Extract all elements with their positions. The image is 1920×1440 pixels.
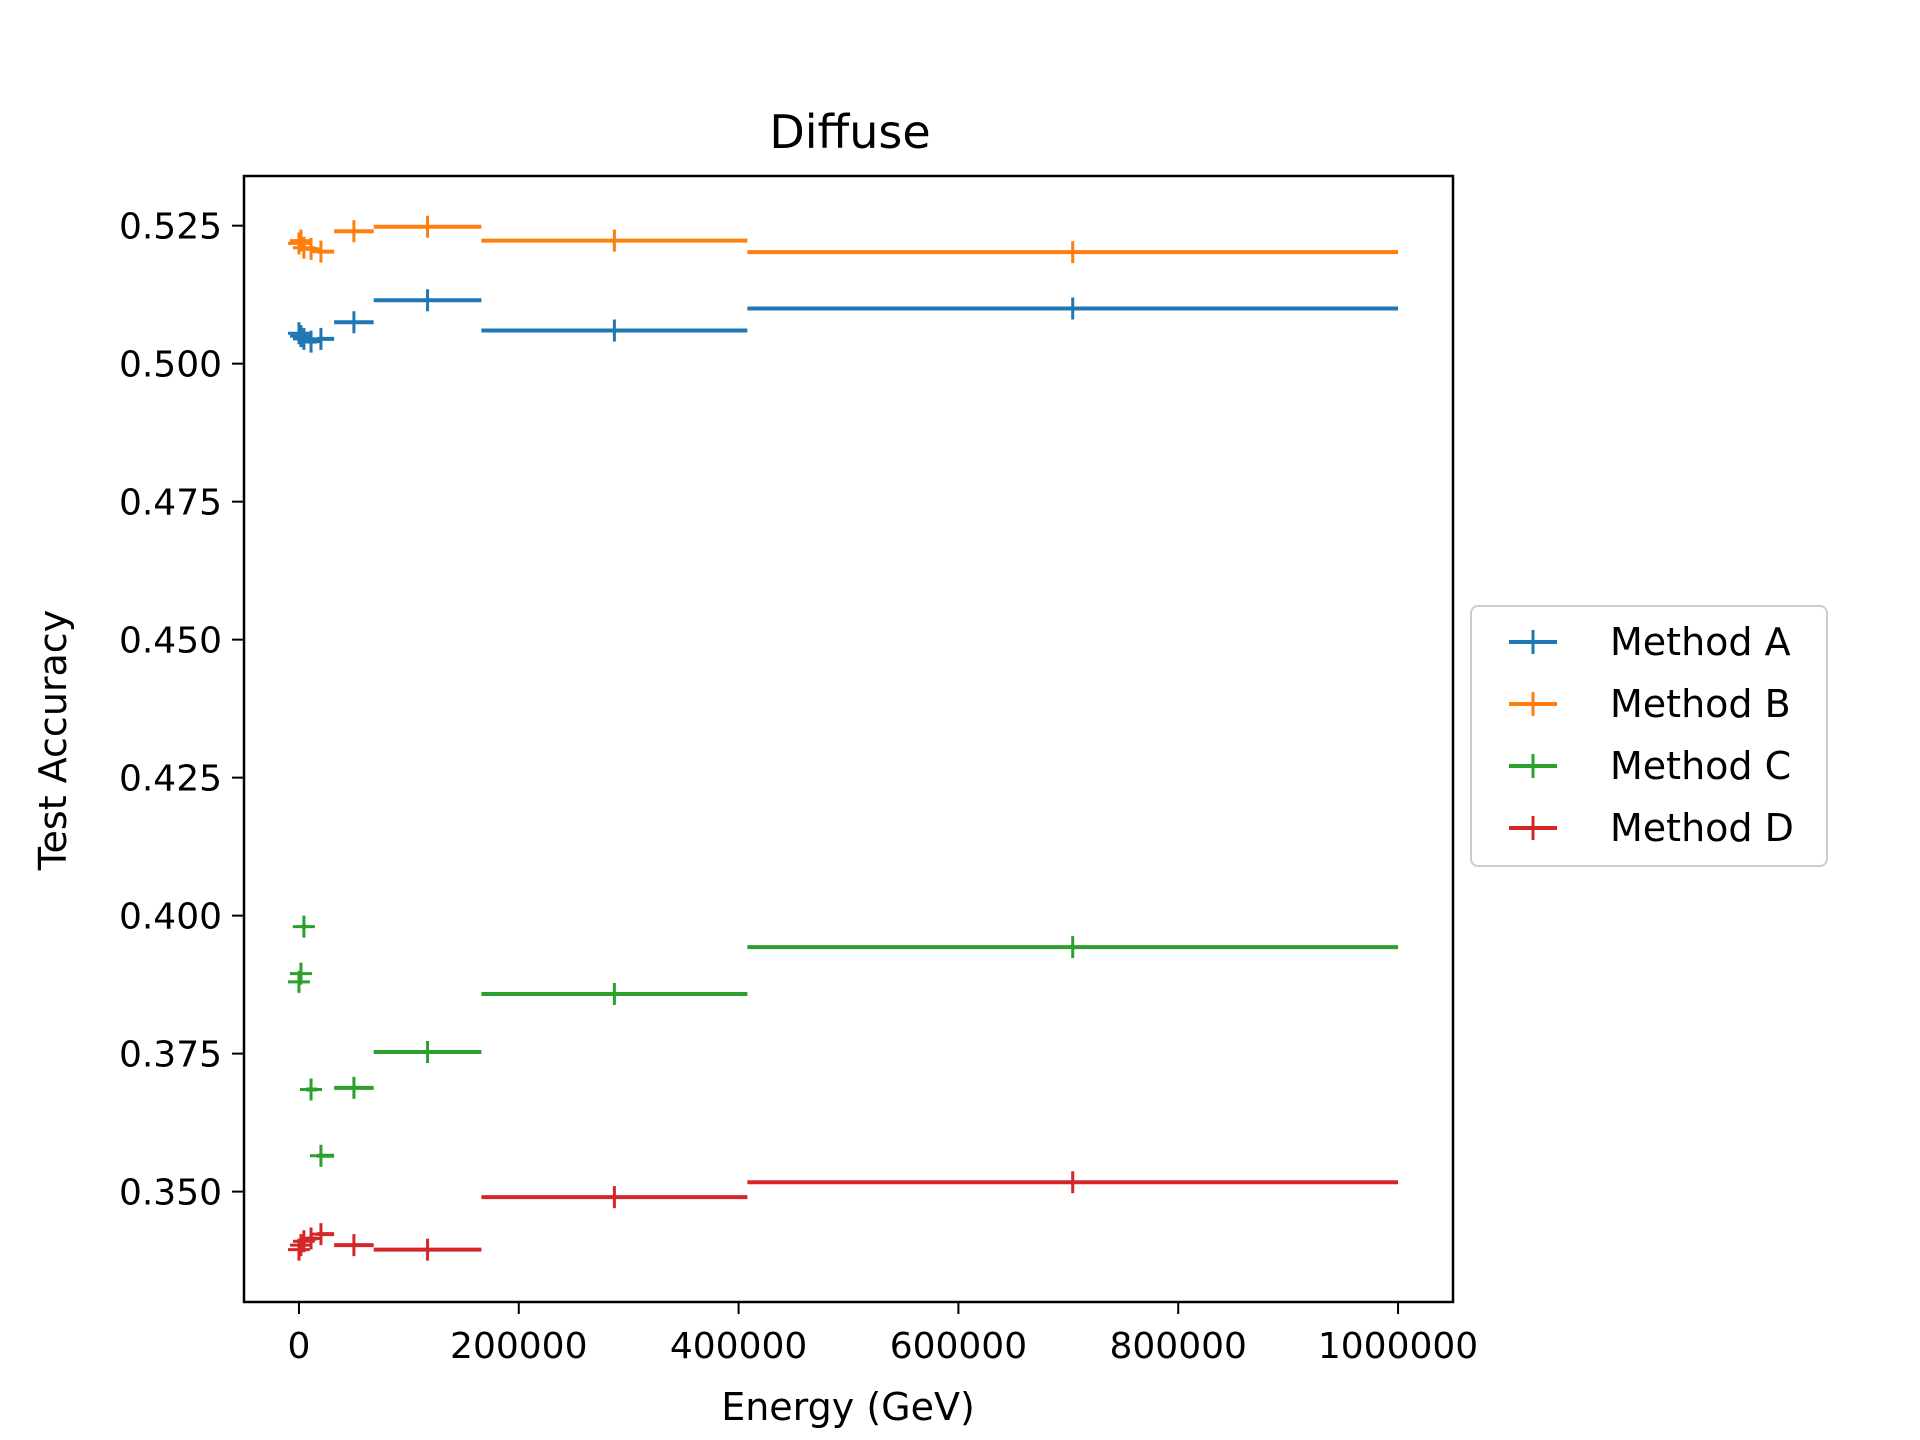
y-tick-label: 0.400 bbox=[119, 897, 222, 938]
data-point bbox=[287, 322, 310, 345]
legend-item: Method B bbox=[1509, 682, 1791, 726]
data-point bbox=[309, 1144, 332, 1167]
x-tick-label: 0 bbox=[288, 1326, 311, 1367]
data-point bbox=[289, 962, 312, 985]
series-method-b bbox=[287, 215, 1399, 264]
y-axis: 0.350 0.375 0.400 0.425 0.450 0.475 0.500 0.525 bbox=[119, 207, 244, 1214]
data-point bbox=[309, 1223, 332, 1246]
data-point bbox=[416, 215, 439, 238]
data-point bbox=[300, 1078, 323, 1101]
legend: Method A Method B Method C Method D bbox=[1470, 605, 1828, 867]
plot-frame bbox=[242, 174, 1455, 1304]
data-point bbox=[289, 325, 312, 348]
x-tick-label: 800000 bbox=[1110, 1326, 1247, 1367]
legend-item: Method A bbox=[1509, 620, 1791, 664]
x-tick-label: 600000 bbox=[890, 1326, 1027, 1367]
series-method-d bbox=[287, 1171, 1399, 1261]
data-point bbox=[300, 237, 323, 260]
data-point bbox=[1061, 297, 1084, 320]
x-axis: 0 200000 400000 600000 800000 1000000 bbox=[288, 1302, 1478, 1367]
y-tick-label: 0.525 bbox=[119, 207, 222, 248]
data-point bbox=[603, 983, 626, 1006]
data-point bbox=[300, 330, 323, 353]
y-tick-label: 0.450 bbox=[119, 621, 222, 662]
x-axis-label: Energy (GeV) bbox=[721, 1385, 975, 1429]
legend-box bbox=[1470, 605, 1828, 867]
legend-item: Method C bbox=[1509, 744, 1791, 788]
y-tick-label: 0.350 bbox=[119, 1173, 222, 1214]
legend-item: Method D bbox=[1509, 806, 1794, 850]
y-tick-label: 0.500 bbox=[119, 345, 222, 386]
legend-label: Method A bbox=[1610, 620, 1791, 664]
data-point bbox=[603, 1186, 626, 1209]
x-tick-label: 1000000 bbox=[1318, 1326, 1478, 1367]
legend-label: Method C bbox=[1610, 744, 1791, 788]
data-point bbox=[603, 229, 626, 252]
legend-label: Method B bbox=[1610, 682, 1791, 726]
data-point bbox=[416, 1040, 439, 1063]
y-tick-label: 0.375 bbox=[119, 1035, 222, 1076]
data-point bbox=[603, 319, 626, 342]
data-point bbox=[342, 1234, 365, 1257]
legend-label: Method D bbox=[1610, 806, 1794, 850]
data-point bbox=[309, 327, 332, 350]
data-point bbox=[1061, 1171, 1084, 1194]
y-tick-label: 0.475 bbox=[119, 483, 222, 524]
series-method-c bbox=[287, 915, 1399, 1167]
y-tick-label: 0.425 bbox=[119, 759, 222, 800]
data-point bbox=[287, 232, 310, 255]
data-point bbox=[342, 220, 365, 243]
data-point bbox=[309, 240, 332, 263]
data-point bbox=[300, 1227, 323, 1250]
data-point bbox=[342, 311, 365, 334]
plot-area bbox=[287, 215, 1399, 1261]
x-tick-label: 200000 bbox=[450, 1326, 587, 1367]
series-method-a bbox=[287, 289, 1399, 353]
data-point bbox=[292, 915, 315, 938]
data-point bbox=[416, 1238, 439, 1261]
data-point bbox=[416, 289, 439, 312]
x-tick-label: 400000 bbox=[670, 1326, 807, 1367]
data-point bbox=[342, 1076, 365, 1099]
chart-title: Diffuse bbox=[769, 105, 930, 159]
data-point bbox=[1061, 241, 1084, 264]
y-axis-label: Test Accuracy bbox=[31, 610, 75, 871]
data-point bbox=[1061, 936, 1084, 959]
